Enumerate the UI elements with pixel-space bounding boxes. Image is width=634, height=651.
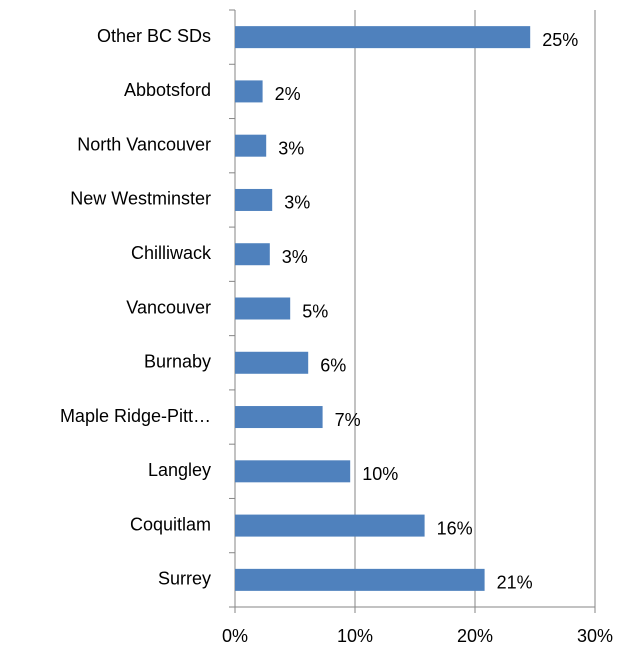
data-label: 3%: [284, 193, 310, 213]
data-label: 16%: [437, 518, 473, 538]
x-tick-label: 20%: [457, 626, 493, 646]
bar: [235, 26, 531, 49]
y-tick-label: New Westminster: [70, 189, 211, 209]
y-tick-label: Other BC SDs: [97, 26, 211, 46]
x-tick-label: 0%: [222, 626, 248, 646]
y-tick-label: Vancouver: [126, 297, 211, 317]
y-tick-label: Chilliwack: [131, 243, 212, 263]
y-tick-label: Abbotsford: [124, 80, 211, 100]
data-label: 3%: [282, 247, 308, 267]
data-label: 21%: [497, 573, 533, 593]
y-tick-label: Langley: [148, 460, 211, 480]
bar: [235, 406, 323, 429]
bar: [235, 297, 291, 320]
data-label: 2%: [275, 84, 301, 104]
bar: [235, 80, 263, 103]
data-label: 7%: [335, 410, 361, 430]
data-label: 6%: [320, 356, 346, 376]
bar: [235, 243, 270, 266]
data-label: 10%: [362, 464, 398, 484]
bar: [235, 460, 351, 483]
y-tick-label: North Vancouver: [77, 134, 211, 154]
bar: [235, 351, 309, 374]
y-tick-label: Burnaby: [144, 352, 211, 372]
bar: [235, 568, 485, 591]
data-label: 3%: [278, 138, 304, 158]
y-tick-label: Maple Ridge-Pitt…: [60, 406, 211, 426]
bar: [235, 188, 273, 211]
data-label: 25%: [542, 30, 578, 50]
x-tick-label: 30%: [577, 626, 613, 646]
data-label: 5%: [302, 301, 328, 321]
bar: [235, 134, 267, 157]
x-tick-label: 10%: [337, 626, 373, 646]
y-tick-label: Coquitlam: [130, 514, 211, 534]
y-tick-label: Surrey: [158, 569, 211, 589]
bar: [235, 514, 425, 537]
